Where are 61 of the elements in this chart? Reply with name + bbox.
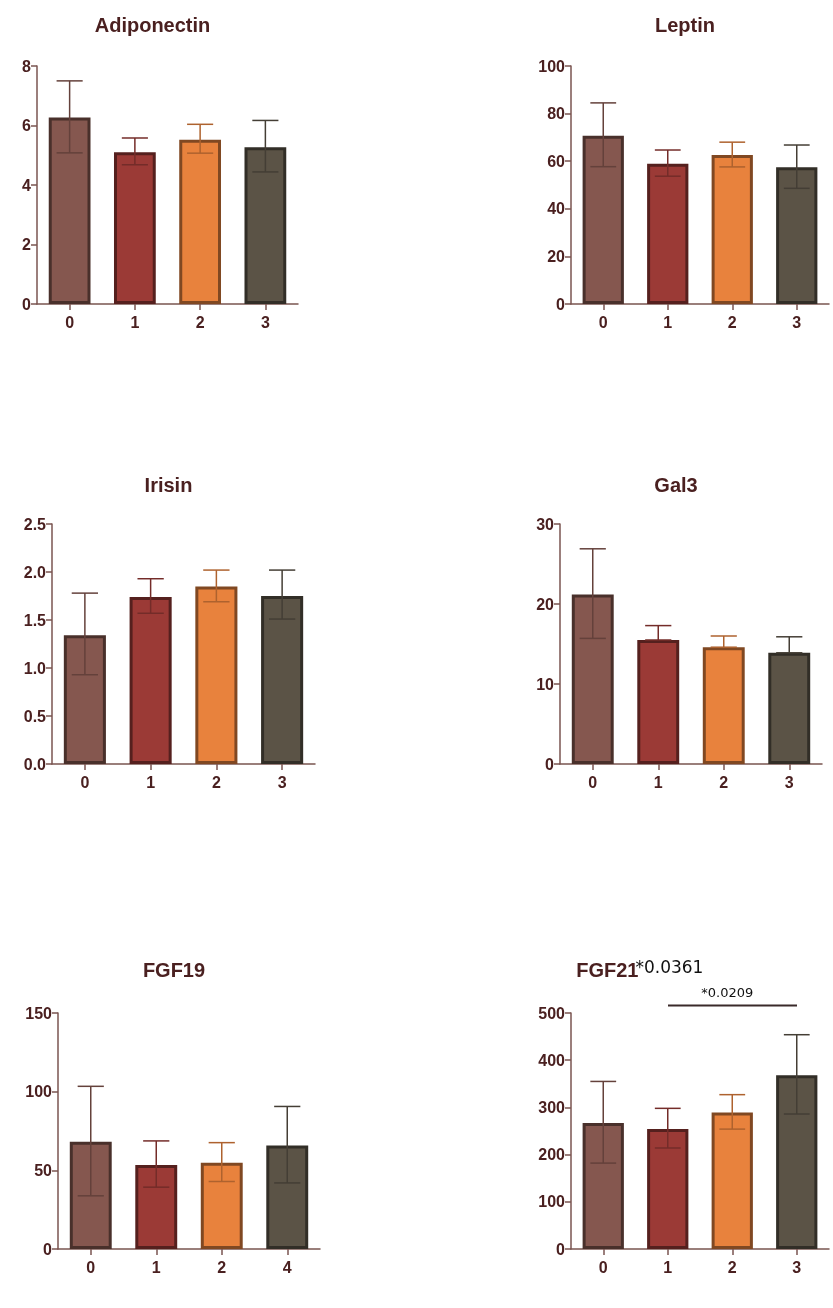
y-tick-label: 200 bbox=[538, 1146, 566, 1164]
y-tick-label: 4 bbox=[22, 176, 32, 194]
x-tick-label: 1 bbox=[151, 1258, 161, 1276]
y-tick-label: 80 bbox=[547, 105, 566, 123]
x-tick-label: 2 bbox=[211, 773, 221, 791]
y-tick-label: 150 bbox=[25, 1004, 53, 1022]
y-tick-label: 20 bbox=[536, 595, 555, 613]
y-tick-label: 1.0 bbox=[23, 659, 47, 677]
y-tick-label: 0 bbox=[545, 755, 555, 773]
y-tick-label: 30 bbox=[536, 515, 555, 533]
x-tick-label: 3 bbox=[792, 313, 802, 331]
y-tick-label: 2 bbox=[22, 236, 32, 253]
x-tick-label: 1 bbox=[663, 313, 673, 331]
x-tick-label: 0 bbox=[86, 1258, 96, 1276]
y-tick-label: 8 bbox=[22, 57, 32, 75]
x-tick-label: 0 bbox=[65, 313, 75, 331]
x-tick-label: 1 bbox=[130, 313, 140, 331]
y-tick-label: 2.0 bbox=[23, 563, 47, 581]
y-tick-label: 50 bbox=[34, 1161, 53, 1179]
y-tick-label: 100 bbox=[538, 57, 566, 75]
x-tick-label: 3 bbox=[792, 1258, 802, 1276]
y-tick-label: 300 bbox=[538, 1098, 566, 1116]
x-tick-label: 1 bbox=[146, 773, 156, 791]
y-tick-label: 400 bbox=[538, 1051, 566, 1069]
x-tick-label: 2 bbox=[719, 773, 729, 791]
y-tick-label: 0.5 bbox=[23, 707, 47, 725]
x-tick-label: 4 bbox=[282, 1258, 292, 1276]
y-tick-label: 0 bbox=[556, 295, 566, 313]
y-tick-label: 20 bbox=[547, 247, 566, 265]
y-tick-label: 10 bbox=[536, 675, 555, 693]
chart-title: Irisin bbox=[144, 474, 193, 496]
y-tick-label: 500 bbox=[538, 1004, 566, 1022]
y-tick-label: 60 bbox=[547, 152, 566, 170]
x-tick-label: 0 bbox=[588, 773, 598, 791]
y-tick-label: 100 bbox=[538, 1193, 566, 1211]
x-tick-label: 3 bbox=[277, 773, 287, 791]
chart-title: FGF19 bbox=[142, 959, 206, 981]
text: *0.0209 bbox=[701, 985, 754, 1000]
y-tick-label: 100 bbox=[25, 1083, 53, 1101]
x-tick-label: 0 bbox=[598, 313, 608, 331]
x-tick-label: 2 bbox=[727, 313, 737, 331]
x-tick-label: 0 bbox=[598, 1258, 608, 1276]
chart-title: Adiponectin bbox=[94, 14, 211, 36]
y-tick-label: 6 bbox=[22, 117, 32, 134]
x-tick-label: 2 bbox=[195, 313, 205, 331]
x-tick-label: 2 bbox=[727, 1258, 737, 1276]
y-tick-label: 1.5 bbox=[23, 611, 47, 629]
chart-title: Gal3 bbox=[654, 474, 698, 496]
x-tick-label: 3 bbox=[260, 313, 270, 331]
x-tick-label: 1 bbox=[663, 1258, 673, 1276]
x-tick-label: 0 bbox=[80, 773, 90, 791]
x-tick-label: 2 bbox=[217, 1258, 227, 1276]
y-tick-label: 0 bbox=[556, 1240, 566, 1258]
chart-title: Leptin bbox=[655, 14, 715, 36]
y-tick-label: 2.5 bbox=[23, 515, 47, 533]
y-tick-label: 40 bbox=[547, 200, 566, 218]
x-tick-label: 3 bbox=[784, 773, 794, 791]
x-tick-label: 1 bbox=[653, 773, 663, 791]
y-tick-label: 0 bbox=[43, 1240, 53, 1258]
y-tick-label: 0.0 bbox=[23, 755, 47, 773]
y-tick-label: 0 bbox=[22, 295, 32, 313]
